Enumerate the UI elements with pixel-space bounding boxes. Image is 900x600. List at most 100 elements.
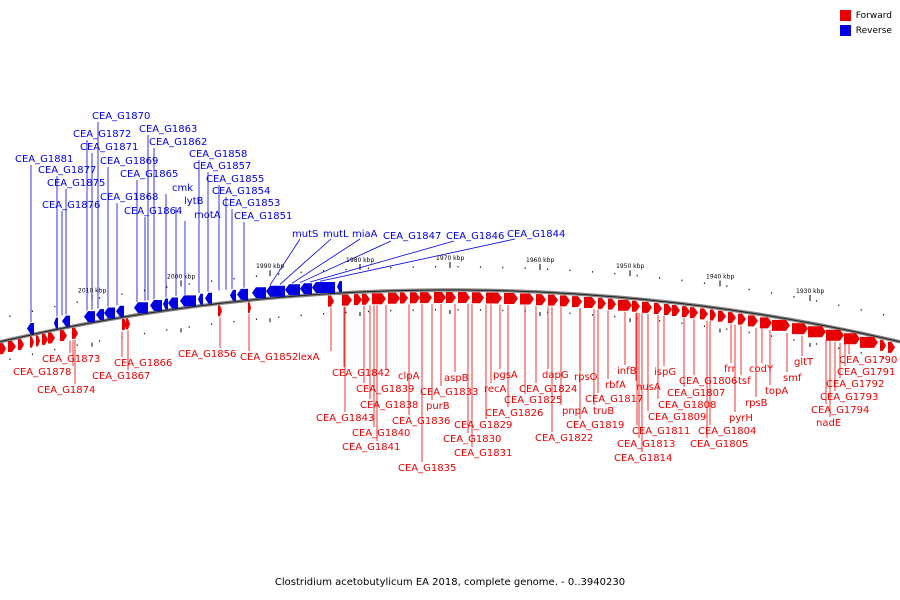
forward-gene-label: CEA_G1813	[617, 439, 675, 450]
reverse-gene-arrow	[252, 287, 266, 299]
forward-gene-arrow	[342, 294, 352, 306]
forward-gene-arrow	[446, 292, 456, 304]
genome-backbone-core	[0, 289, 900, 343]
reverse-gene-arrow	[104, 307, 115, 319]
forward-gene-label: CEA_G1843	[316, 413, 374, 424]
forward-gene-arrow	[30, 336, 34, 348]
forward-gene-arrow	[728, 312, 736, 324]
forward-gene-arrow	[682, 306, 690, 318]
reverse-gene-arrow	[27, 322, 34, 334]
legend-reverse: Reverse	[839, 23, 892, 38]
forward-gene-arrow	[248, 302, 251, 314]
reverse-gene-label: CEA_G1864	[124, 206, 182, 217]
forward-gene-arrow	[860, 336, 878, 348]
forward-gene-label: CEA_G1874	[37, 385, 95, 396]
reverse-gene-arrow	[230, 289, 236, 301]
forward-gene-label: CEA_G1842	[332, 368, 390, 379]
forward-gene-arrow	[0, 343, 6, 355]
forward-gene-arrow	[536, 294, 546, 306]
reverse-gene-label: CEA_G1877	[38, 165, 96, 176]
forward-gene-arrow	[126, 318, 130, 330]
forward-gene-label: CEA_G1836	[392, 416, 450, 427]
reverse-gene-label: CEA_G1881	[15, 154, 73, 165]
reverse-gene-label: CEA_G1875	[47, 178, 105, 189]
forward-gene-arrow	[618, 299, 632, 311]
forward-gene-label: CEA_G1790	[839, 355, 897, 366]
forward-gene-label: CEA_G1873	[42, 354, 100, 365]
reverse-gene-label: CEA_G1858	[189, 149, 247, 160]
forward-gene-arrow	[584, 296, 596, 308]
forward-gene-arrow	[362, 293, 370, 305]
forward-gene-label: CEA_G1793	[820, 392, 878, 403]
forward-gene-label: CEA_G1838	[360, 400, 418, 411]
forward-gene-label: CEA_G1822	[535, 433, 593, 444]
legend: Forward Reverse	[839, 8, 892, 38]
reverse-gene-label: CEA_G1847	[383, 231, 441, 242]
forward-gene-arrow	[458, 292, 470, 304]
forward-gene-label: CEA_G1866	[114, 358, 172, 369]
reverse-leader-line	[279, 238, 332, 285]
forward-gene-label: rpsB	[745, 398, 768, 409]
reverse-gene-label: CEA_G1862	[149, 137, 207, 148]
forward-gene-arrow	[472, 292, 484, 304]
forward-gene-arrow	[520, 293, 534, 305]
forward-gene-label: clpA	[398, 371, 420, 382]
scale-tick-label: 1940 kbp	[706, 273, 734, 280]
reverse-gene-arrow	[198, 293, 203, 305]
forward-gene-label: ispG	[654, 367, 676, 378]
scale-tick-label: 1970 kbp	[436, 255, 464, 262]
forward-gene-arrow	[672, 304, 680, 316]
scale-tick-label: 2000 kbp	[167, 273, 195, 280]
forward-gene-arrow	[420, 292, 432, 304]
forward-gene-label: CEA_G1794	[811, 405, 869, 416]
reverse-gene-label: mutL	[323, 229, 349, 240]
genome-backbone	[0, 288, 900, 344]
legend-forward: Forward	[839, 8, 892, 23]
reverse-gene-label: lytB	[184, 196, 204, 207]
forward-gene-arrow	[598, 297, 606, 309]
forward-gene-label: recA	[484, 384, 507, 395]
forward-gene-label: codY	[749, 364, 774, 375]
forward-gene-label: pgsA	[493, 370, 518, 381]
reverse-gene-arrow	[84, 311, 95, 323]
forward-gene-arrow	[738, 313, 746, 325]
forward-swatch-icon	[839, 10, 851, 21]
forward-gene-arrow	[60, 330, 67, 342]
forward-gene-label: CEA_G1817	[585, 394, 643, 405]
reverse-gene-label: CEA_G1870	[92, 111, 150, 122]
forward-gene-label: CEA_G1830	[443, 434, 501, 445]
forward-gene-arrow	[560, 295, 570, 307]
reverse-gene-label: CEA_G1876	[42, 200, 100, 211]
forward-gene-label: aspB	[444, 373, 469, 384]
reverse-gene-arrow	[62, 315, 70, 327]
forward-gene-label: gltT	[794, 357, 814, 368]
forward-gene-arrow	[8, 341, 16, 353]
reverse-gene-arrow	[54, 317, 58, 329]
forward-gene-arrow	[642, 301, 652, 313]
forward-gene-label: tsf	[738, 376, 751, 387]
reverse-gene-label: CEA_G1854	[212, 186, 270, 197]
forward-gene-label: CEA_G1807	[667, 388, 725, 399]
forward-gene-arrow	[808, 326, 826, 338]
forward-gene-arrow	[18, 339, 24, 351]
reverse-gene-arrow	[312, 282, 335, 294]
reverse-gene-arrow	[96, 309, 104, 321]
forward-gene-arrow	[888, 341, 895, 353]
forward-gene-label: CEA_G1825	[504, 395, 562, 406]
forward-gene-arrow	[880, 339, 886, 351]
reverse-gene-arrow	[134, 302, 148, 314]
forward-gene-label: CEA_G1831	[454, 448, 512, 459]
forward-gene-label: CEA_G1811	[632, 426, 690, 437]
legend-reverse-label: Reverse	[855, 25, 892, 36]
forward-gene-label: topA	[765, 386, 788, 397]
forward-gene-arrow	[372, 293, 386, 305]
reverse-gene-arrow	[300, 283, 312, 295]
reverse-gene-label: CEA_G1853	[222, 198, 280, 209]
reverse-gene-arrow	[116, 305, 124, 317]
reverse-gene-arrow	[163, 298, 168, 310]
forward-gene-arrow	[826, 329, 844, 341]
forward-gene-label: dapG	[542, 370, 569, 381]
forward-gene-arrow	[400, 292, 408, 304]
forward-gene-label: CEA_G1852	[240, 352, 298, 363]
